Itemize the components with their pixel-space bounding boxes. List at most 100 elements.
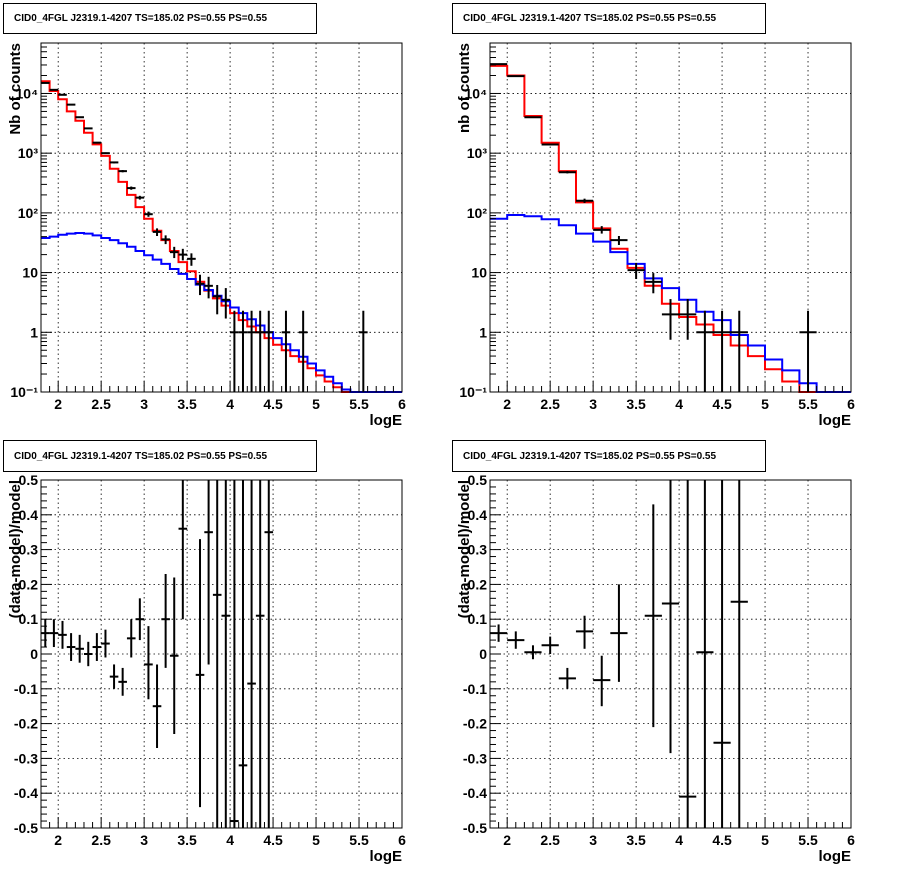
x-tick-label: 4 [675, 832, 683, 848]
x-tick-label: 3.5 [626, 832, 646, 848]
y-tick-label: 10⁴ [16, 85, 39, 101]
x-tick-label: 2.5 [91, 832, 111, 848]
x-tick-label: 5.5 [349, 832, 369, 848]
data-point [679, 299, 697, 340]
data-point [281, 310, 291, 392]
data-point [161, 573, 170, 668]
data-point [161, 235, 170, 245]
x-tick-label: 4.5 [712, 396, 732, 412]
data-point [66, 633, 76, 661]
x-axis: 2 2.5 3 3.5 4 4.5 5 5.5 6 [40, 817, 406, 848]
data-point [610, 584, 628, 682]
residuals-panel-right: 2 2.5 3 3.5 4 4.5 5 5.5 6 logE -0.5 -0.4 -0.3 -0.2 -0.… [449, 437, 898, 875]
data-points [490, 63, 817, 392]
x-tick-label: 3.5 [626, 396, 646, 412]
data-points [41, 81, 368, 392]
y-tick-label: -0.5 [463, 820, 487, 836]
y-tick-label: -0.2 [14, 716, 38, 732]
data-point [730, 480, 748, 828]
data-point [83, 127, 93, 130]
data-point [118, 667, 127, 696]
x-tick-label: 5.5 [798, 396, 818, 412]
data-point [212, 284, 222, 315]
data-point [66, 103, 76, 106]
x-axis-title: logE [819, 412, 852, 429]
data-point [221, 480, 231, 828]
data-point [195, 539, 205, 808]
background-model-line [41, 232, 402, 393]
y-tick-label: 0.3 [19, 542, 39, 558]
y-axis-title: (data-model)/model [7, 480, 24, 618]
data-point [92, 633, 102, 661]
data-point [359, 310, 368, 392]
chart-title: CID0_4FGL J2319.1-4207 TS=185.02 PS=0.55… [452, 440, 766, 472]
data-point [298, 310, 308, 392]
data-point [109, 664, 119, 689]
x-tick-label: 3.5 [177, 396, 197, 412]
data-point [49, 88, 59, 91]
data-point [247, 310, 256, 392]
x-tick-label: 2.5 [540, 396, 560, 412]
y-tick-label: 0.1 [468, 611, 488, 627]
data-point [230, 310, 239, 392]
chart-title: CID0_4FGL J2319.1-4207 TS=185.02 PS=0.55… [3, 3, 317, 34]
y-tick-label: 1 [479, 324, 487, 340]
y-tick-label: -0.1 [463, 681, 487, 697]
x-tick-label: 3 [140, 396, 148, 412]
y-tick-label: 10⁴ [465, 85, 488, 101]
data-point [696, 310, 714, 392]
chart-title: CID0_4FGL J2319.1-4207 TS=185.02 PS=0.55… [3, 440, 317, 472]
data-point [169, 577, 179, 735]
data-point [524, 645, 542, 660]
y-tick-label: -0.4 [14, 785, 38, 801]
counts-spectrum-panel-left: 2 2.5 3 3.5 4 4.5 5 5.5 6 logE 10⁻¹ 1 10 10² 10³ 10⁴ Nb … [0, 0, 449, 437]
x-tick-label: 3.5 [177, 832, 197, 848]
data-point [178, 480, 188, 620]
data-point [144, 626, 153, 700]
data-point [238, 480, 248, 828]
x-tick-label: 6 [847, 396, 855, 412]
data-point [255, 310, 265, 392]
y-tick-label: 0 [30, 646, 38, 662]
y-tick-label: 0.5 [19, 472, 39, 488]
data-point [49, 619, 59, 648]
data-point [558, 171, 576, 174]
residuals-panel-left: 2 2.5 3 3.5 4 4.5 5 5.5 6 logE -0.5 -0.4 -0.3 -0.2 -0.… [0, 437, 449, 875]
data-point [644, 273, 662, 294]
x-tick-label: 3 [589, 832, 597, 848]
data-point [169, 246, 179, 259]
y-tick-label: 10³ [18, 145, 39, 161]
y-axis-title: nb of counts [456, 43, 473, 133]
data-point [541, 143, 559, 146]
chart-canvas: 2 2.5 3 3.5 4 4.5 5 5.5 6logE-0.5-0.4-0.3-0.2-0.… [7, 472, 406, 865]
y-axis: -0.5 -0.4 -0.3 -0.2 -0.1 0 0.1 0.2 0.3 0.4 0.5 [14, 472, 52, 836]
data-point [144, 211, 153, 217]
x-tick-label: 5 [312, 832, 320, 848]
data-point [195, 274, 205, 296]
y-tick-label: -0.1 [14, 681, 38, 697]
x-tick-label: 4 [226, 396, 234, 412]
data-point [75, 634, 84, 663]
y-axis: -0.5 -0.4 -0.3 -0.2 -0.1 0 0.1 0.2 0.3 0.4 0.5 [463, 472, 501, 836]
data-point [661, 480, 680, 754]
data-point [41, 81, 50, 84]
data-point [799, 310, 817, 392]
data-point [152, 228, 162, 236]
x-tick-label: 6 [847, 832, 855, 848]
plot-area [41, 43, 402, 392]
y-tick-label: -0.4 [463, 785, 487, 801]
data-point [126, 186, 136, 190]
x-axis: 2 2.5 3 3.5 4 4.5 5 5.5 6 [489, 817, 855, 848]
data-point [558, 667, 576, 689]
data-point [92, 141, 102, 144]
y-tick-label: 10 [471, 265, 487, 281]
x-axis: 2 2.5 3 3.5 4 4.5 5 5.5 6 [489, 381, 855, 412]
x-tick-label: 5 [761, 396, 769, 412]
data-point [575, 615, 594, 649]
data-point [696, 480, 714, 828]
data-point [75, 116, 84, 119]
x-tick-label: 2.5 [91, 396, 111, 412]
y-tick-label: -0.5 [14, 820, 38, 836]
y-tick-label: 0.4 [468, 507, 488, 523]
